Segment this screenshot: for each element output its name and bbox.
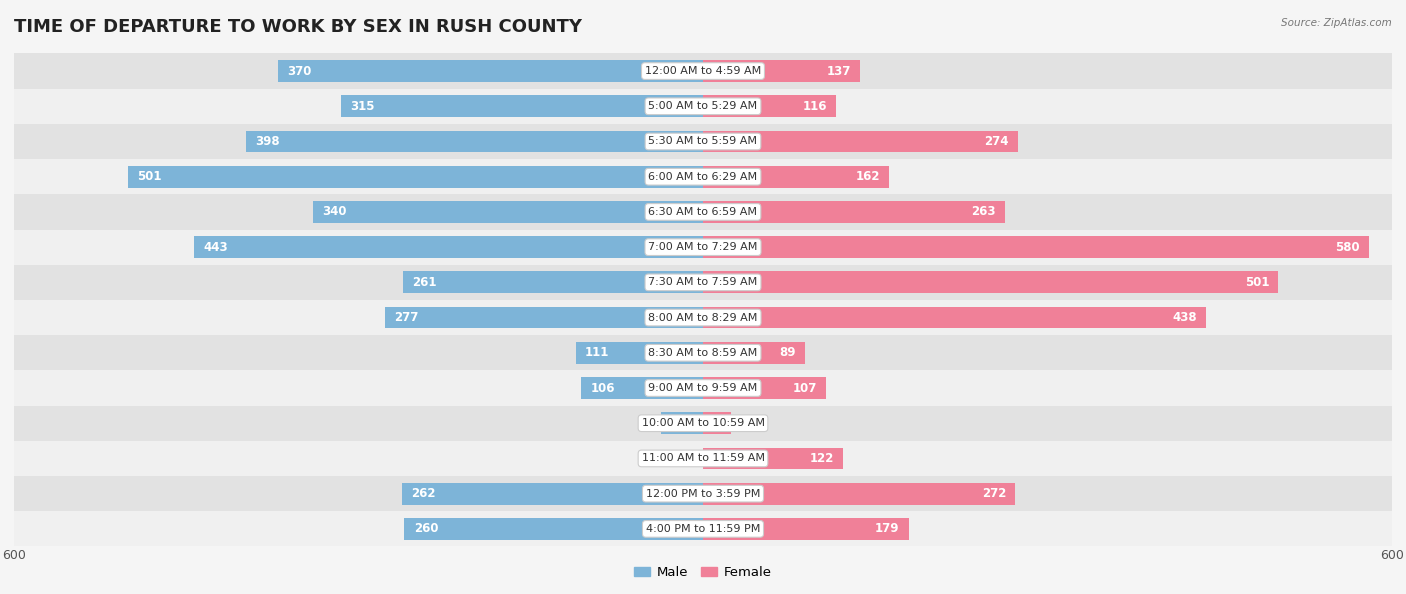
Bar xyxy=(703,307,1206,328)
Text: 5:30 AM to 5:59 AM: 5:30 AM to 5:59 AM xyxy=(648,137,758,147)
Bar xyxy=(703,342,806,364)
Bar xyxy=(278,60,703,82)
Text: 274: 274 xyxy=(984,135,1008,148)
Text: 111: 111 xyxy=(585,346,609,359)
Text: 315: 315 xyxy=(350,100,375,113)
Bar xyxy=(402,483,703,504)
Bar xyxy=(703,447,844,469)
Bar xyxy=(405,518,703,540)
Bar xyxy=(703,377,825,399)
Text: 501: 501 xyxy=(136,170,162,183)
Bar xyxy=(14,229,1392,265)
Bar xyxy=(312,201,703,223)
Text: 37: 37 xyxy=(640,417,655,429)
Bar xyxy=(246,131,703,153)
Text: Source: ZipAtlas.com: Source: ZipAtlas.com xyxy=(1281,18,1392,28)
Text: 89: 89 xyxy=(779,346,796,359)
Bar xyxy=(703,236,1369,258)
Bar xyxy=(14,300,1392,335)
Text: 277: 277 xyxy=(394,311,419,324)
Bar xyxy=(14,53,1392,89)
Text: 116: 116 xyxy=(803,100,827,113)
Bar xyxy=(342,96,703,117)
Text: 398: 398 xyxy=(256,135,280,148)
Bar xyxy=(194,236,703,258)
Bar xyxy=(14,194,1392,229)
Bar xyxy=(703,166,889,188)
Text: 262: 262 xyxy=(412,487,436,500)
Text: 10:00 AM to 10:59 AM: 10:00 AM to 10:59 AM xyxy=(641,418,765,428)
Legend: Male, Female: Male, Female xyxy=(628,561,778,584)
Bar xyxy=(581,377,703,399)
Bar xyxy=(661,412,703,434)
Bar xyxy=(14,511,1392,546)
Bar xyxy=(14,159,1392,194)
Bar xyxy=(14,476,1392,511)
Bar xyxy=(14,124,1392,159)
Bar xyxy=(703,412,731,434)
Text: 24: 24 xyxy=(737,417,751,429)
Bar xyxy=(14,371,1392,406)
Bar xyxy=(703,201,1005,223)
Text: 272: 272 xyxy=(981,487,1007,500)
Text: 263: 263 xyxy=(972,206,995,219)
Bar xyxy=(385,307,703,328)
Bar xyxy=(404,271,703,293)
Text: 0: 0 xyxy=(692,452,700,465)
Text: 260: 260 xyxy=(413,522,439,535)
Text: 5:00 AM to 5:29 AM: 5:00 AM to 5:29 AM xyxy=(648,102,758,111)
Text: 162: 162 xyxy=(855,170,880,183)
Bar xyxy=(14,89,1392,124)
Text: 107: 107 xyxy=(793,381,817,394)
Text: 8:30 AM to 8:59 AM: 8:30 AM to 8:59 AM xyxy=(648,348,758,358)
Bar xyxy=(703,483,1015,504)
Bar xyxy=(14,265,1392,300)
Text: TIME OF DEPARTURE TO WORK BY SEX IN RUSH COUNTY: TIME OF DEPARTURE TO WORK BY SEX IN RUSH… xyxy=(14,18,582,36)
Bar xyxy=(14,406,1392,441)
Bar xyxy=(14,335,1392,371)
Text: 261: 261 xyxy=(412,276,437,289)
Bar xyxy=(575,342,703,364)
Text: 6:00 AM to 6:29 AM: 6:00 AM to 6:29 AM xyxy=(648,172,758,182)
Text: 8:00 AM to 8:29 AM: 8:00 AM to 8:29 AM xyxy=(648,312,758,323)
Text: 580: 580 xyxy=(1336,241,1360,254)
Bar xyxy=(703,518,908,540)
Text: 137: 137 xyxy=(827,65,851,78)
Text: 179: 179 xyxy=(875,522,900,535)
Text: 501: 501 xyxy=(1244,276,1270,289)
Text: 9:00 AM to 9:59 AM: 9:00 AM to 9:59 AM xyxy=(648,383,758,393)
Text: 122: 122 xyxy=(810,452,834,465)
Text: 11:00 AM to 11:59 AM: 11:00 AM to 11:59 AM xyxy=(641,453,765,463)
Bar xyxy=(703,271,1278,293)
Text: 370: 370 xyxy=(287,65,312,78)
Text: 6:30 AM to 6:59 AM: 6:30 AM to 6:59 AM xyxy=(648,207,758,217)
Text: 4:00 PM to 11:59 PM: 4:00 PM to 11:59 PM xyxy=(645,524,761,534)
Bar xyxy=(703,131,1018,153)
Text: 7:30 AM to 7:59 AM: 7:30 AM to 7:59 AM xyxy=(648,277,758,287)
Text: 438: 438 xyxy=(1173,311,1197,324)
Text: 7:00 AM to 7:29 AM: 7:00 AM to 7:29 AM xyxy=(648,242,758,252)
Bar xyxy=(703,96,837,117)
Text: 106: 106 xyxy=(591,381,614,394)
Text: 12:00 PM to 3:59 PM: 12:00 PM to 3:59 PM xyxy=(645,489,761,498)
Bar xyxy=(14,441,1392,476)
Text: 443: 443 xyxy=(204,241,228,254)
Bar xyxy=(703,60,860,82)
Text: 340: 340 xyxy=(322,206,346,219)
Bar xyxy=(128,166,703,188)
Text: 12:00 AM to 4:59 AM: 12:00 AM to 4:59 AM xyxy=(645,66,761,76)
